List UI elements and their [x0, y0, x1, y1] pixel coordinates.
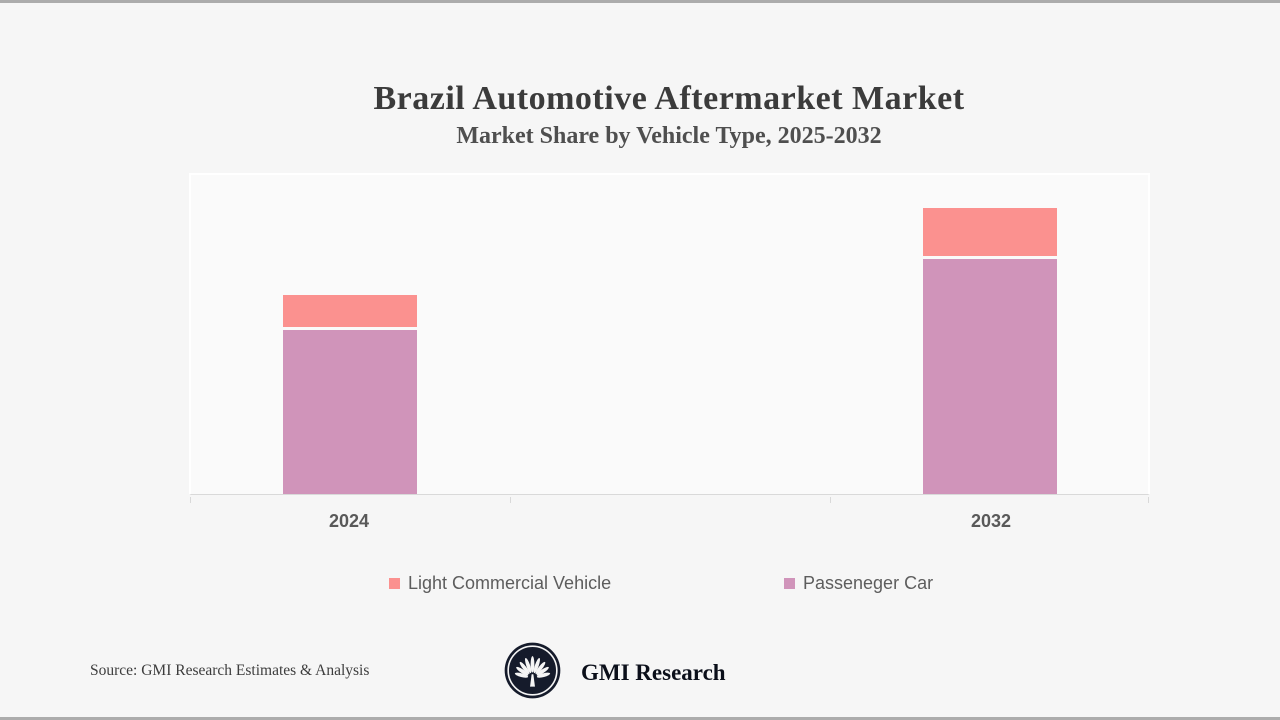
- chart-title: Brazil Automotive Aftermarket Market: [373, 80, 965, 117]
- x-axis-tick: [1148, 497, 1149, 503]
- x-axis-tick: [510, 497, 511, 503]
- bar-segment-2032-light-commercial-vehicle: [923, 208, 1057, 256]
- legend-swatch-light-commercial-vehicle: [389, 578, 400, 589]
- legend-swatch-passenger-car: [784, 578, 795, 589]
- bar-segment-2032-passeneger-car: [923, 259, 1057, 494]
- x-axis-tick: [830, 497, 831, 503]
- x-axis-tick: [190, 497, 191, 503]
- gmi-logo-icon: [504, 642, 561, 704]
- source-attribution: Source: GMI Research Estimates & Analysi…: [90, 662, 370, 679]
- legend-label-light-commercial-vehicle: Light Commercial Vehicle: [408, 573, 612, 593]
- bar-2032: [923, 208, 1057, 494]
- legend-item-light-commercial-vehicle: Light Commercial Vehicle: [389, 573, 611, 594]
- legend-item-passenger-car: Passeneger Car: [784, 573, 933, 594]
- bar-segment-2024-light-commercial-vehicle: [283, 295, 417, 327]
- brand-name: GMI Research: [581, 660, 726, 685]
- plot-area: [189, 173, 1150, 503]
- chart-subtitle: Market Share by Vehicle Type, 2025-2032: [456, 123, 882, 150]
- title-block: Brazil Automotive Aftermarket Market Mar…: [58, 79, 1280, 151]
- brand-block: GMI Research: [504, 642, 726, 704]
- bar-segment-2024-passeneger-car: [283, 330, 417, 494]
- legend-label-passenger-car: Passeneger Car: [803, 573, 934, 593]
- x-tick-label-2032: 2032: [970, 511, 1012, 531]
- x-tick-label-2024: 2024: [328, 511, 370, 531]
- bar-2024: [283, 295, 417, 494]
